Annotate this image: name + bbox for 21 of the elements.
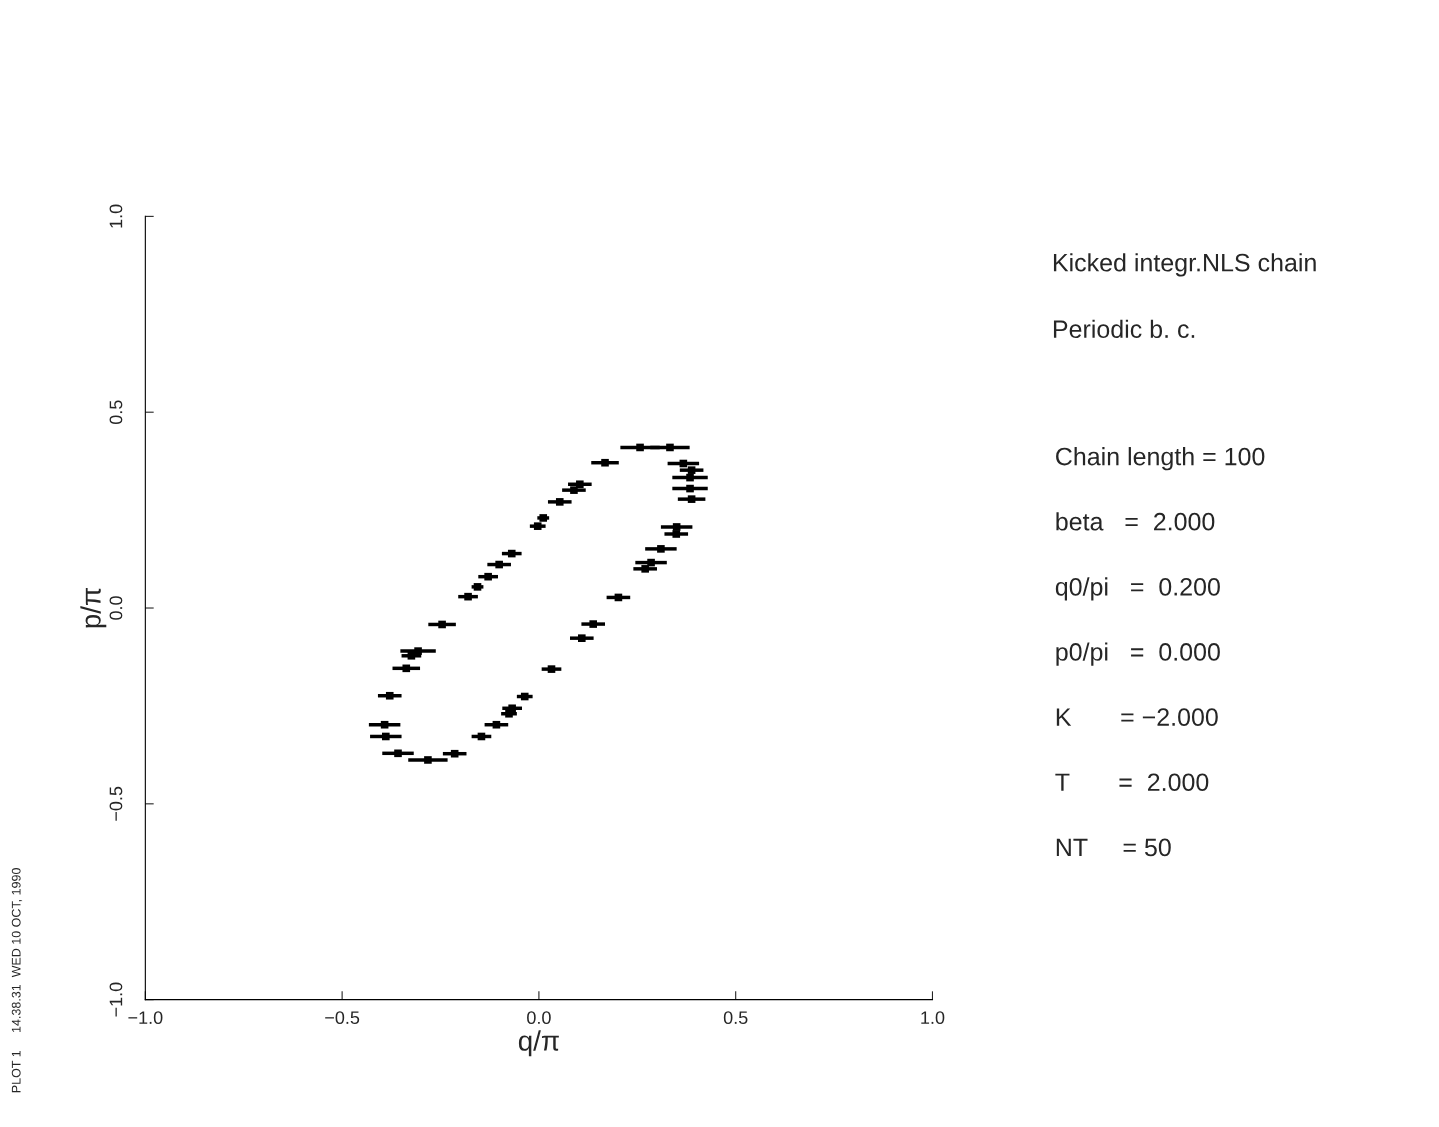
y-tick-label: 0.0 <box>109 596 123 620</box>
x-tick-label: 0.5 <box>723 1011 748 1025</box>
x-tick-label: −1.0 <box>128 1011 163 1025</box>
text: Chain length = 100 <box>1056 447 1265 471</box>
y-tick-label: −0.5 <box>109 786 123 821</box>
x-tick-label: −0.5 <box>325 1011 360 1025</box>
x-tick-label: 0.0 <box>527 1011 551 1025</box>
y-axis-title: p/π <box>80 588 107 628</box>
text: Kicked integr.NLS chain <box>1053 253 1316 277</box>
text: T = 2.000 <box>1055 773 1209 792</box>
text: Periodic b. c. <box>1053 319 1195 339</box>
x-tick-label: 1.0 <box>921 1011 945 1025</box>
text: K = −2.000 <box>1056 708 1218 726</box>
text: p0/pi = 0.000 <box>1056 642 1220 666</box>
y-tick-label: 1.0 <box>109 204 123 228</box>
text: PLOT 1 14.38.31 WED 10 OCT, 1990 <box>11 868 23 1093</box>
x-axis-title: q/π <box>518 1030 559 1057</box>
text: q0/pi = 0.200 <box>1055 577 1220 601</box>
y-tick-label: 0.5 <box>109 400 123 425</box>
text: NT = 50 <box>1056 838 1171 857</box>
text: beta = 2.000 <box>1056 512 1215 531</box>
